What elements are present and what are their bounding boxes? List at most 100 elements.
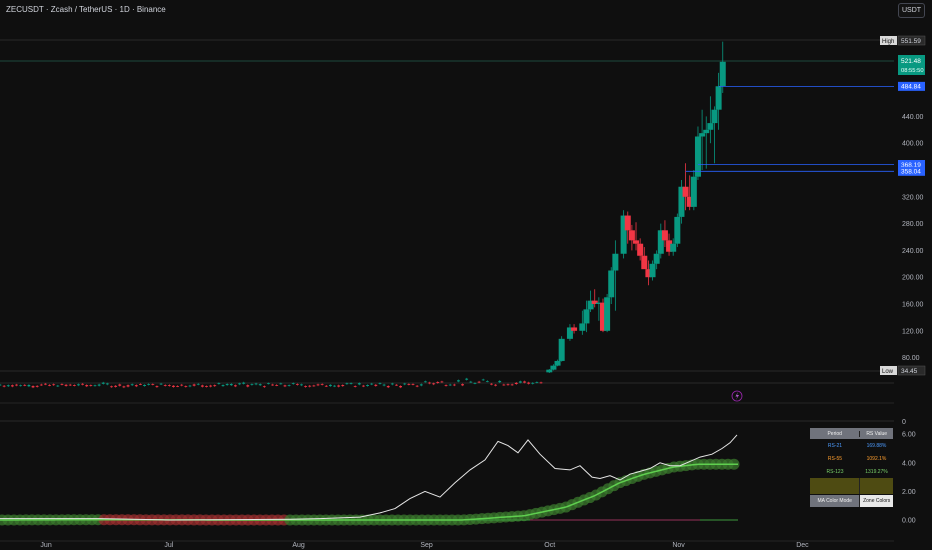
x-axis-label: Dec: [796, 542, 809, 549]
candle: [591, 289, 598, 308]
candle-body: [217, 383, 221, 385]
candle-body: [407, 384, 411, 385]
candle-body: [546, 369, 553, 373]
candle-body: [518, 381, 522, 383]
candle: [221, 384, 225, 387]
candle: [184, 385, 188, 388]
candle: [719, 41, 726, 93]
candle: [370, 382, 374, 386]
candle-body: [225, 384, 229, 386]
candle: [604, 293, 611, 333]
candle: [258, 383, 262, 387]
candle-body: [188, 385, 192, 387]
candle: [238, 382, 241, 386]
price-tick-label: 440.00: [902, 114, 924, 121]
candle: [312, 384, 316, 387]
candle: [571, 324, 578, 334]
candle-body: [163, 385, 167, 386]
candle: [661, 220, 668, 248]
candle-body: [10, 385, 14, 387]
candle-body: [316, 384, 320, 386]
candle-body: [641, 255, 648, 270]
candle-body: [110, 386, 113, 388]
candle: [35, 385, 39, 388]
candle: [155, 385, 159, 388]
candle: [114, 385, 118, 388]
candle-body: [312, 385, 316, 387]
candle-body: [678, 186, 685, 217]
candle: [703, 116, 710, 169]
level-badge: [898, 160, 925, 170]
candle: [620, 210, 627, 259]
candle-body: [591, 300, 598, 304]
candle: [624, 211, 631, 244]
candle-body: [653, 253, 660, 264]
candle-body: [703, 129, 710, 134]
candle-body: [624, 215, 631, 231]
x-axis-label: Oct: [544, 542, 555, 549]
last-price-value: 521.48: [901, 58, 921, 65]
level-value: 368.19: [901, 162, 921, 169]
candle-body: [205, 386, 208, 387]
candle-body: [411, 384, 415, 385]
candle: [31, 385, 35, 389]
price-tick-label: 120.00: [902, 328, 924, 335]
ma-color-mode-label: MA Color Mode: [810, 495, 861, 507]
stats-value: 169.88%: [866, 442, 887, 449]
candle: [637, 238, 644, 261]
candle: [188, 384, 192, 388]
candle-body: [686, 196, 693, 207]
candle: [275, 384, 279, 387]
candle-body: [657, 230, 664, 254]
lightning-icon-ring: [731, 390, 743, 402]
low-label: Low: [882, 369, 894, 375]
candle: [48, 384, 51, 387]
candle-body: [711, 109, 718, 124]
candle: [271, 383, 274, 386]
candle-body: [271, 384, 274, 386]
candle-body: [490, 383, 493, 385]
candle-body: [81, 383, 84, 385]
candle-body: [147, 384, 151, 385]
candle-body: [645, 269, 652, 278]
stats-period: RS-55: [827, 455, 843, 462]
candle-body: [262, 386, 266, 388]
candle: [599, 298, 606, 333]
candle-body: [139, 384, 142, 385]
stats-header-period: Period: [810, 430, 861, 437]
candle-body: [209, 385, 213, 387]
candle: [0, 383, 2, 386]
high-badge: [880, 36, 897, 45]
candle: [151, 383, 155, 386]
candle-body: [93, 385, 97, 387]
candle: [657, 223, 664, 259]
candle: [242, 381, 246, 385]
candle: [423, 380, 427, 383]
stats-period: RS-21: [827, 442, 843, 449]
currency-button[interactable]: USDT: [898, 3, 925, 18]
indicator-tick-label: 6.00: [902, 432, 916, 439]
high-value-box: [897, 35, 926, 46]
candle-body: [419, 384, 423, 386]
candle-body: [349, 383, 353, 384]
candle: [349, 382, 353, 385]
level-value: 358.04: [901, 169, 921, 176]
candle-body: [620, 215, 627, 254]
candle: [465, 377, 469, 381]
candle: [428, 381, 431, 385]
candle: [579, 310, 586, 335]
candle: [527, 381, 531, 385]
candle-body: [97, 384, 101, 386]
candle-body: [267, 383, 270, 385]
candle-body: [130, 384, 134, 386]
candle-body: [390, 383, 394, 385]
stats-row: RS-21 169.88%: [810, 439, 893, 452]
candle: [44, 382, 47, 386]
candle-body: [604, 297, 611, 331]
candle-body: [666, 240, 673, 252]
indicator-tick-label: 4.00: [902, 460, 916, 467]
candle: [225, 383, 229, 386]
candle: [595, 297, 602, 321]
candle-body: [539, 382, 543, 384]
